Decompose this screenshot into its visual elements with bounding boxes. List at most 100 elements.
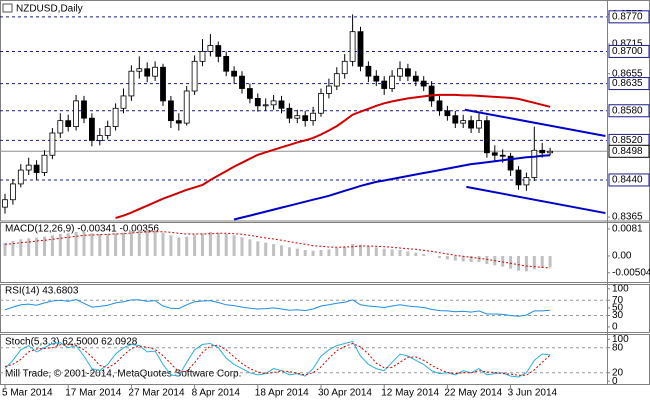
histogram-bar: [224, 234, 228, 256]
level-label: 0.8520: [612, 135, 643, 146]
histogram-bar: [185, 236, 189, 256]
candle-body: [436, 100, 443, 112]
candle-body: [191, 60, 198, 92]
x-tick-label: 8 Apr 2014: [192, 388, 241, 399]
panel-title: Stoch(5,3,3) 62.5000 62.0928: [5, 337, 138, 348]
histogram-bar: [114, 233, 118, 256]
histogram-bar: [406, 251, 410, 256]
histogram-bar: [35, 237, 39, 256]
candle-body: [460, 120, 467, 124]
histogram-bar: [264, 242, 268, 256]
candle-body: [278, 100, 285, 109]
level-label-box: [608, 104, 650, 118]
candle-body: [81, 100, 87, 119]
candle-body: [136, 68, 143, 72]
candle-body: [286, 107, 293, 119]
candle-body: [9, 183, 16, 201]
histogram-bar: [248, 239, 252, 256]
histogram-bar: [177, 237, 181, 256]
indicator-line: [4, 231, 551, 269]
level-label: 0.8440: [612, 175, 643, 186]
candle-body: [57, 120, 64, 134]
x-tick-label: 12 May 2014: [381, 388, 439, 399]
histogram-bar: [145, 230, 149, 256]
histogram-bar: [382, 248, 386, 256]
candle-body: [483, 120, 490, 154]
moving-average: [233, 154, 551, 221]
histogram-bar: [501, 256, 505, 267]
panel-title: NZDUSD,Daily: [16, 4, 83, 15]
trend-line: [466, 185, 606, 215]
candle-body: [175, 120, 182, 124]
histogram-bar: [82, 232, 86, 256]
candle-body: [160, 66, 166, 102]
candle-body: [112, 107, 119, 127]
histogram-bar: [193, 234, 197, 256]
histogram-bar: [272, 244, 276, 256]
candle-body: [404, 68, 411, 77]
histogram-bar: [98, 234, 102, 256]
y-tick-label: 0: [612, 376, 618, 387]
candle-body: [25, 164, 32, 171]
y-tick-label: 0.0081: [612, 224, 643, 235]
histogram-bar: [351, 244, 355, 256]
candle-body: [523, 177, 530, 186]
candle-body: [239, 75, 245, 89]
candle-body: [65, 120, 72, 127]
histogram-bar: [438, 256, 441, 258]
histogram-bar: [469, 256, 473, 262]
histogram-bar: [509, 256, 513, 269]
current-price-box: [608, 144, 650, 158]
histogram-bar: [524, 256, 528, 272]
histogram-bar: [216, 232, 220, 256]
candle-body: [547, 150, 553, 154]
histogram-bar: [169, 235, 173, 256]
histogram-bar: [106, 234, 110, 256]
rsi-panel-frame: [0, 284, 650, 333]
y-tick-label: 20: [612, 367, 624, 378]
candle-body: [144, 68, 151, 77]
histogram-bar: [453, 256, 457, 261]
histogram-bar: [66, 233, 70, 256]
candle-body: [262, 104, 269, 107]
level-label-box: [608, 173, 650, 187]
level-label-box: [608, 10, 650, 24]
y-tick-label: 0.8655: [612, 68, 643, 79]
moving-average: [115, 93, 551, 219]
candle-body: [128, 70, 135, 97]
histogram-bar: [335, 248, 339, 256]
histogram-bar: [74, 232, 78, 256]
histogram-bar: [240, 237, 244, 256]
candle-body: [199, 51, 206, 62]
histogram-bar: [414, 252, 418, 256]
y-tick-label: 0.8715: [612, 39, 643, 50]
histogram-bar: [517, 256, 520, 271]
level-label: 0.8580: [612, 105, 643, 116]
histogram-bar: [548, 256, 552, 268]
histogram-bar: [485, 256, 489, 264]
histogram-bar: [390, 249, 394, 256]
histogram-bar: [58, 234, 62, 256]
candle-body: [491, 152, 498, 156]
x-tick-label: 22 May 2014: [444, 388, 502, 399]
candle-body: [33, 164, 40, 173]
histogram-bar: [27, 238, 31, 256]
candle-body: [73, 100, 79, 127]
candle-body: [499, 154, 506, 157]
x-tick-label: 3 Jun 2014: [508, 388, 558, 399]
histogram-bar: [532, 256, 536, 270]
footer: Mill Trade, © 2001-2014, MetaQuotes Soft…: [5, 369, 241, 380]
histogram-bar: [295, 248, 299, 256]
candle-body: [357, 31, 364, 67]
indicator-line: [4, 298, 551, 317]
level-label: 0.8700: [612, 46, 643, 57]
y-tick-label: 0.8365: [612, 212, 643, 223]
panel-title: RSI(14) 43.6803: [5, 286, 79, 297]
candle-body: [152, 66, 159, 77]
level-label-box: [608, 77, 650, 91]
indicator-line: [4, 340, 551, 378]
histogram-bar: [19, 239, 23, 256]
histogram-bar: [445, 256, 449, 260]
candle-body: [412, 75, 419, 82]
